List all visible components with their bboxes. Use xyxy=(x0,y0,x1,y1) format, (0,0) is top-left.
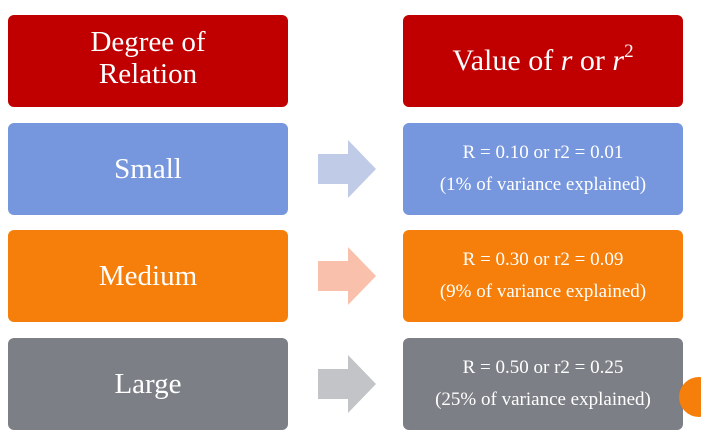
category-box-small: Small xyxy=(8,123,288,215)
header-right-r: r xyxy=(560,44,573,77)
variance-note-large: (25% of variance explained) xyxy=(435,389,651,410)
category-label-small: Small xyxy=(114,152,182,185)
category-box-large: Large xyxy=(8,338,288,430)
arrow-shape-small xyxy=(318,140,376,198)
arrow-shape-large xyxy=(318,355,376,413)
header-value-of-r: Value of r or r2 xyxy=(403,15,683,107)
header-left-line1: Degree of xyxy=(90,26,206,58)
variance-note-small: (1% of variance explained) xyxy=(439,174,647,195)
edge-circle-decoration xyxy=(679,377,701,417)
header-left-line2: Relation xyxy=(98,58,198,90)
variance-note-medium: (9% of variance explained) xyxy=(439,281,647,302)
header-degree-of-relation: Degree of Relation xyxy=(8,15,288,107)
category-label-medium: Medium xyxy=(98,259,198,292)
value-box-large: R = 0.50 or r2 = 0.25 (25% of variance e… xyxy=(403,338,683,430)
category-label-large: Large xyxy=(114,367,182,400)
header-right-label: Value of r or r2 xyxy=(452,41,634,78)
right-arrow-icon xyxy=(318,355,376,413)
value-box-medium: R = 0.30 or r2 = 0.09 (9% of variance ex… xyxy=(403,230,683,322)
value-line-small: R = 0.10 or r2 = 0.01 xyxy=(462,142,624,163)
value-line-medium: R = 0.30 or r2 = 0.09 xyxy=(462,249,624,270)
arrow-shape-medium xyxy=(318,247,376,305)
header-right-r2: r xyxy=(612,44,625,77)
category-box-medium: Medium xyxy=(8,230,288,322)
value-line-large: R = 0.50 or r2 = 0.25 xyxy=(462,357,624,378)
header-right-or: or xyxy=(572,44,613,77)
right-arrow-icon xyxy=(318,247,376,305)
value-box-small: R = 0.10 or r2 = 0.01 (1% of variance ex… xyxy=(403,123,683,215)
header-right-sup: 2 xyxy=(624,41,634,62)
right-arrow-icon xyxy=(318,140,376,198)
header-right-prefix: Value of xyxy=(452,44,561,77)
